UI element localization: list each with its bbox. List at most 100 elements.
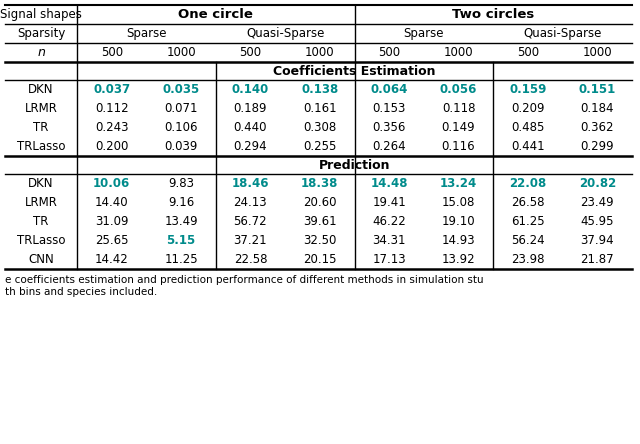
Text: One circle: One circle bbox=[179, 8, 253, 21]
Text: 500: 500 bbox=[100, 46, 123, 59]
Text: 0.112: 0.112 bbox=[95, 102, 129, 115]
Text: 26.58: 26.58 bbox=[511, 196, 545, 209]
Text: 56.24: 56.24 bbox=[511, 234, 545, 247]
Text: 1000: 1000 bbox=[582, 46, 612, 59]
Text: 1000: 1000 bbox=[444, 46, 474, 59]
Text: 15.08: 15.08 bbox=[442, 196, 476, 209]
Text: 19.41: 19.41 bbox=[372, 196, 406, 209]
Text: 500: 500 bbox=[517, 46, 539, 59]
Text: 0.056: 0.056 bbox=[440, 83, 477, 96]
Text: 0.037: 0.037 bbox=[93, 83, 131, 96]
Text: 9.83: 9.83 bbox=[168, 177, 194, 190]
Text: 0.243: 0.243 bbox=[95, 121, 129, 134]
Text: 0.255: 0.255 bbox=[303, 140, 337, 153]
Text: 0.362: 0.362 bbox=[580, 121, 614, 134]
Text: 17.13: 17.13 bbox=[372, 253, 406, 266]
Text: 0.159: 0.159 bbox=[509, 83, 547, 96]
Text: 61.25: 61.25 bbox=[511, 215, 545, 228]
Text: 0.264: 0.264 bbox=[372, 140, 406, 153]
Text: 0.356: 0.356 bbox=[372, 121, 406, 134]
Text: 23.98: 23.98 bbox=[511, 253, 545, 266]
Text: 0.149: 0.149 bbox=[442, 121, 476, 134]
Text: 20.60: 20.60 bbox=[303, 196, 337, 209]
Text: LRMR: LRMR bbox=[24, 102, 58, 115]
Text: 1000: 1000 bbox=[305, 46, 335, 59]
Text: n: n bbox=[37, 46, 45, 59]
Text: 46.22: 46.22 bbox=[372, 215, 406, 228]
Text: 14.42: 14.42 bbox=[95, 253, 129, 266]
Text: 0.299: 0.299 bbox=[580, 140, 614, 153]
Text: 0.294: 0.294 bbox=[234, 140, 268, 153]
Text: 22.58: 22.58 bbox=[234, 253, 267, 266]
Text: 56.72: 56.72 bbox=[234, 215, 268, 228]
Text: 0.308: 0.308 bbox=[303, 121, 337, 134]
Text: 39.61: 39.61 bbox=[303, 215, 337, 228]
Text: 0.138: 0.138 bbox=[301, 83, 339, 96]
Text: Sparse: Sparse bbox=[126, 27, 166, 40]
Text: 20.15: 20.15 bbox=[303, 253, 337, 266]
Text: 45.95: 45.95 bbox=[580, 215, 614, 228]
Text: 13.49: 13.49 bbox=[164, 215, 198, 228]
Text: 0.441: 0.441 bbox=[511, 140, 545, 153]
Text: 14.93: 14.93 bbox=[442, 234, 476, 247]
Text: 0.161: 0.161 bbox=[303, 102, 337, 115]
Text: 13.92: 13.92 bbox=[442, 253, 476, 266]
Text: e coefficients estimation and prediction performance of different methods in sim: e coefficients estimation and prediction… bbox=[5, 275, 484, 285]
Text: 13.24: 13.24 bbox=[440, 177, 477, 190]
Text: 14.40: 14.40 bbox=[95, 196, 129, 209]
Text: 0.485: 0.485 bbox=[511, 121, 545, 134]
Text: 0.189: 0.189 bbox=[234, 102, 267, 115]
Text: TR: TR bbox=[33, 215, 49, 228]
Text: 0.064: 0.064 bbox=[371, 83, 408, 96]
Text: 0.184: 0.184 bbox=[580, 102, 614, 115]
Text: 0.140: 0.140 bbox=[232, 83, 269, 96]
Text: 0.106: 0.106 bbox=[164, 121, 198, 134]
Text: 0.035: 0.035 bbox=[163, 83, 200, 96]
Text: 32.50: 32.50 bbox=[303, 234, 337, 247]
Text: 10.06: 10.06 bbox=[93, 177, 131, 190]
Text: 21.87: 21.87 bbox=[580, 253, 614, 266]
Text: 0.200: 0.200 bbox=[95, 140, 129, 153]
Text: 22.08: 22.08 bbox=[509, 177, 547, 190]
Text: 0.153: 0.153 bbox=[372, 102, 406, 115]
Text: Two circles: Two circles bbox=[452, 8, 534, 21]
Text: TRLasso: TRLasso bbox=[17, 140, 65, 153]
Text: 500: 500 bbox=[378, 46, 400, 59]
Text: 25.65: 25.65 bbox=[95, 234, 129, 247]
Text: Coefficients Estimation: Coefficients Estimation bbox=[273, 64, 436, 78]
Text: 0.440: 0.440 bbox=[234, 121, 267, 134]
Text: 24.13: 24.13 bbox=[234, 196, 268, 209]
Text: 20.82: 20.82 bbox=[579, 177, 616, 190]
Text: 19.10: 19.10 bbox=[442, 215, 476, 228]
Text: Prediction: Prediction bbox=[319, 159, 390, 171]
Text: Sparse: Sparse bbox=[404, 27, 444, 40]
Text: DKN: DKN bbox=[28, 83, 54, 96]
Text: Sparsity: Sparsity bbox=[17, 27, 65, 40]
Text: 14.48: 14.48 bbox=[371, 177, 408, 190]
Text: 18.38: 18.38 bbox=[301, 177, 339, 190]
Text: 9.16: 9.16 bbox=[168, 196, 194, 209]
Text: Quasi-Sparse: Quasi-Sparse bbox=[524, 27, 602, 40]
Text: 37.21: 37.21 bbox=[234, 234, 268, 247]
Text: 18.46: 18.46 bbox=[232, 177, 269, 190]
Text: Signal shapes: Signal shapes bbox=[0, 8, 82, 21]
Text: 11.25: 11.25 bbox=[164, 253, 198, 266]
Text: 0.039: 0.039 bbox=[164, 140, 198, 153]
Text: 23.49: 23.49 bbox=[580, 196, 614, 209]
Text: TR: TR bbox=[33, 121, 49, 134]
Text: 0.118: 0.118 bbox=[442, 102, 476, 115]
Text: 37.94: 37.94 bbox=[580, 234, 614, 247]
Text: th bins and species included.: th bins and species included. bbox=[5, 287, 157, 297]
Text: 31.09: 31.09 bbox=[95, 215, 129, 228]
Text: LRMR: LRMR bbox=[24, 196, 58, 209]
Text: TRLasso: TRLasso bbox=[17, 234, 65, 247]
Text: 34.31: 34.31 bbox=[372, 234, 406, 247]
Text: 0.151: 0.151 bbox=[579, 83, 616, 96]
Text: DKN: DKN bbox=[28, 177, 54, 190]
Text: 0.071: 0.071 bbox=[164, 102, 198, 115]
Text: 0.116: 0.116 bbox=[442, 140, 476, 153]
Text: 1000: 1000 bbox=[166, 46, 196, 59]
Text: 5.15: 5.15 bbox=[166, 234, 196, 247]
Text: 500: 500 bbox=[239, 46, 262, 59]
Text: 0.209: 0.209 bbox=[511, 102, 545, 115]
